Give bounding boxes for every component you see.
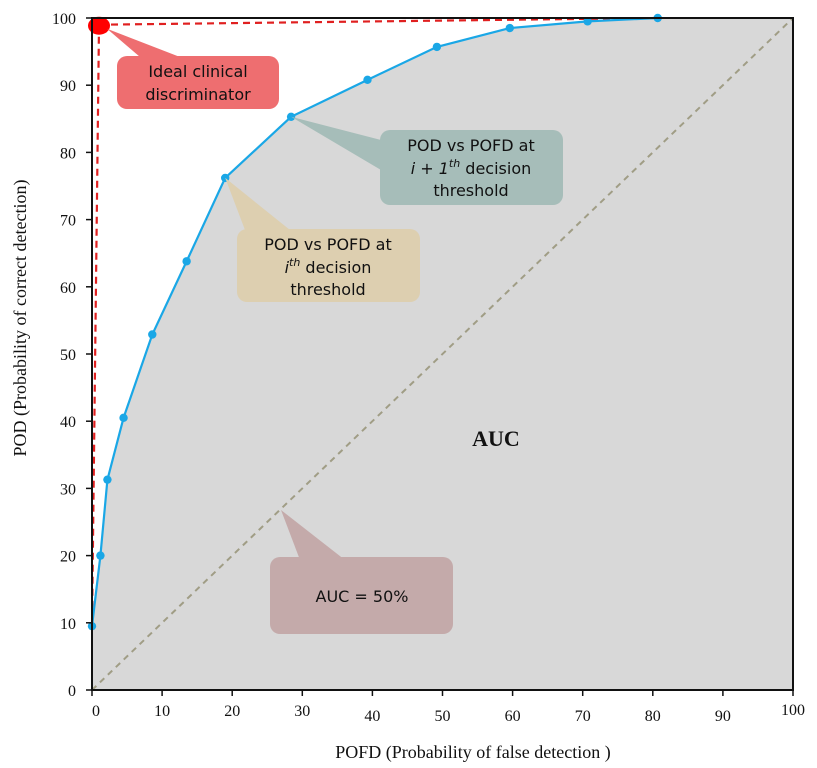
callout-i: POD vs POFD at ith decision threshold: [225, 177, 420, 302]
ideal-line-vertical: [90, 24, 101, 627]
y-tick-label-90: 90: [60, 78, 76, 95]
callout-i-pointer: [225, 177, 290, 230]
callout-i-plus-1-line-1: POD vs POFD at: [407, 136, 534, 155]
callout-auc-50-box: [270, 557, 453, 634]
y-axis-title: POD (Probability of correct detection): [10, 180, 31, 457]
y-tick-label-100: 100: [52, 11, 76, 28]
y-tick-label-40: 40: [60, 414, 76, 431]
callout-i-plus-1-box: [380, 130, 563, 205]
y-tick-label-10: 10: [60, 616, 76, 633]
callout-i-box: [237, 229, 420, 302]
x-tick-label-40: 40: [364, 708, 380, 725]
callout-auc-50-text: AUC = 50%: [316, 587, 409, 606]
ideal-line-horizontal: [98, 16, 658, 26]
callout-auc-50: AUC = 50%: [270, 510, 453, 634]
x-tick-label-80: 80: [645, 708, 661, 725]
y-tick-label-80: 80: [60, 145, 76, 162]
callout-i-line-3: threshold: [290, 280, 365, 299]
x-tick-label-30: 30: [294, 703, 310, 720]
callout-ideal-box: [117, 56, 279, 109]
y-tick-label-70: 70: [60, 213, 76, 230]
x-tick-label-20: 20: [224, 703, 240, 720]
chance-diagonal-line: [91, 17, 794, 691]
callout-i-plus-1: POD vs POFD at i + 1th decision threshold: [291, 116, 563, 205]
roc-point-8: [363, 75, 372, 85]
y-tick-label-20: 20: [60, 549, 76, 566]
x-tick-label-50: 50: [435, 708, 451, 725]
x-tick-label-60: 60: [505, 708, 521, 725]
y-tick-label-60: 60: [60, 280, 76, 297]
x-tick-label-90: 90: [715, 708, 731, 725]
x-axis-title: POFD (Probability of false detection ): [335, 742, 610, 763]
callout-ideal-pointer: [107, 28, 180, 57]
x-tick-label-0: 0: [92, 703, 100, 720]
callout-ideal: Ideal clinical discriminator: [107, 28, 279, 109]
roc-point-11: [583, 17, 592, 26]
x-tick-label-10: 10: [154, 703, 170, 720]
y-tick-label-50: 50: [60, 347, 76, 364]
callout-i-plus-1-pointer: [291, 116, 381, 170]
ideal-point: [88, 16, 111, 35]
roc-point-9: [432, 42, 442, 52]
roc-point-10: [505, 23, 514, 33]
roc-point-3: [119, 413, 128, 423]
callout-i-plus-1-line-2: i + 1th decision: [411, 157, 532, 178]
callout-i-line-1: POD vs POFD at: [264, 235, 391, 254]
callout-i-plus-1-line-3: threshold: [433, 181, 508, 200]
y-tick-label-30: 30: [60, 481, 76, 498]
callout-auc-50-pointer: [281, 510, 345, 560]
y-tick-label-0: 0: [68, 683, 76, 700]
roc-point-7: [286, 112, 296, 121]
auc-label: AUC: [472, 426, 520, 451]
callout-ideal-line-2: discriminator: [145, 85, 251, 104]
x-tick-label-70: 70: [575, 708, 591, 725]
x-tick-label-100: 100: [781, 702, 805, 719]
roc-point-2: [103, 475, 112, 484]
callout-i-line-2: ith decision: [285, 256, 372, 277]
roc-point-5: [182, 257, 191, 266]
callout-ideal-line-1: Ideal clinical: [148, 62, 247, 81]
roc-point-4: [148, 330, 157, 339]
roc-point-1: [96, 551, 105, 560]
